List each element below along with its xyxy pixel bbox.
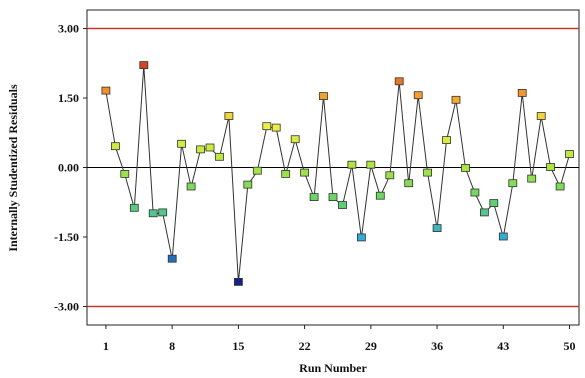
data-point [517,89,527,97]
data-point [489,199,499,208]
data-point [527,174,537,183]
data-point [498,232,508,241]
data-point [338,201,347,209]
data-point [565,150,574,158]
y-tick-label: -3.00 [54,299,79,313]
data-point [186,182,196,191]
data-point [442,136,451,145]
y-tick-label: 0.00 [58,161,79,175]
data-point [470,188,480,197]
data-point [423,168,433,177]
data-point [252,166,262,175]
x-tick-label: 22 [299,339,311,353]
data-point [243,180,253,189]
x-tick-label: 43 [497,339,509,353]
data-point [385,171,395,180]
data-point [224,112,234,120]
data-point [508,179,518,188]
data-point [177,139,187,148]
data-point [281,169,291,178]
data-point [328,193,338,202]
data-point [375,191,385,200]
data-point [404,179,414,188]
data-point [347,160,357,169]
data-point [271,123,281,132]
x-tick-label: 50 [564,339,576,353]
x-axis-title: Run Number [299,361,367,375]
data-point [309,193,319,202]
data-points [101,61,574,286]
x-tick-label: 8 [169,339,175,353]
data-point [139,61,149,69]
data-point [167,254,177,263]
data-point [394,77,404,86]
data-point [300,168,310,177]
data-point [461,163,470,172]
x-tick-label: 36 [431,339,443,353]
data-point [555,182,565,191]
x-tick-label: 1 [103,339,109,353]
data-point [148,209,158,218]
data-point [233,277,243,286]
y-axis-title: Internally Studentized Residuals [6,84,20,252]
x-axis: 1 8 15 22 29 36 43 50 [103,325,576,353]
data-point [111,142,120,151]
data-point [120,169,130,178]
y-tick-label: 3.00 [58,22,79,36]
data-point [205,143,215,152]
data-point [451,95,461,104]
data-point [413,91,423,100]
data-point [158,208,168,217]
x-tick-label: 15 [232,339,244,353]
data-point [215,152,224,161]
data-point [196,145,205,154]
data-point [101,86,111,95]
data-point [129,203,139,212]
data-point [366,160,376,169]
y-axis: 3.00 1.50 0.00 -1.50 -3.00 [54,22,87,313]
data-point [479,208,489,217]
y-tick-label: 1.50 [58,91,79,105]
x-tick-label: 29 [365,339,377,353]
data-point [546,163,555,171]
y-tick-label: -1.50 [54,230,79,244]
data-point [319,92,328,100]
data-point [536,112,546,120]
data-point [356,233,366,242]
data-point [432,224,442,233]
data-point [262,122,272,131]
reference-lines [87,27,579,308]
data-point [290,135,300,144]
